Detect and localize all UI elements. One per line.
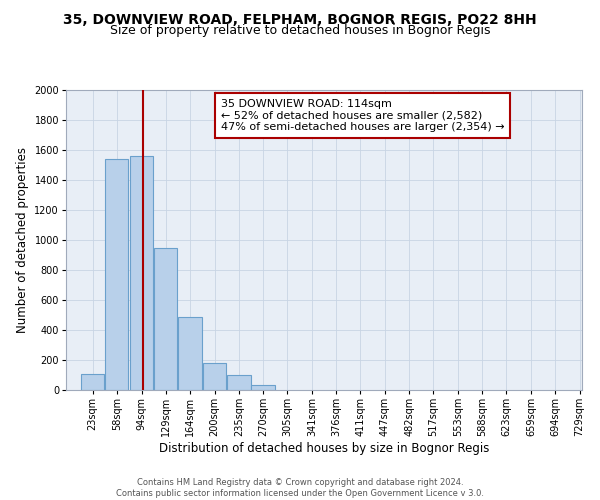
Text: 35, DOWNVIEW ROAD, FELPHAM, BOGNOR REGIS, PO22 8HH: 35, DOWNVIEW ROAD, FELPHAM, BOGNOR REGIS…: [63, 12, 537, 26]
Bar: [130, 156, 153, 390]
X-axis label: Distribution of detached houses by size in Bognor Regis: Distribution of detached houses by size …: [159, 442, 489, 455]
Bar: [227, 375, 251, 390]
Bar: [81, 374, 104, 390]
Bar: [154, 248, 178, 390]
Text: 35 DOWNVIEW ROAD: 114sqm
← 52% of detached houses are smaller (2,582)
47% of sem: 35 DOWNVIEW ROAD: 114sqm ← 52% of detach…: [221, 99, 505, 132]
Bar: [251, 385, 275, 390]
Text: Contains HM Land Registry data © Crown copyright and database right 2024.
Contai: Contains HM Land Registry data © Crown c…: [116, 478, 484, 498]
Y-axis label: Number of detached properties: Number of detached properties: [16, 147, 29, 333]
Bar: [178, 316, 202, 390]
Text: Size of property relative to detached houses in Bognor Regis: Size of property relative to detached ho…: [110, 24, 490, 37]
Bar: [203, 363, 226, 390]
Bar: [105, 159, 128, 390]
